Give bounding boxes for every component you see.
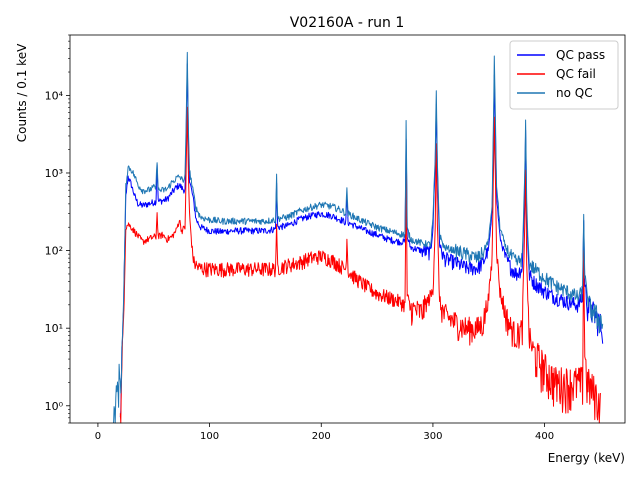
- y-axis-label: Counts / 0.1 keV: [15, 43, 29, 142]
- series-layer: [113, 51, 604, 424]
- series-line-no-qc: [113, 51, 604, 424]
- y-tick-label: 10⁴: [45, 89, 64, 102]
- legend-box: [509, 40, 619, 110]
- series-line-qc-fail: [119, 106, 601, 424]
- legend-label-no-qc: no QC: [556, 86, 593, 100]
- y-axis: 10⁰ 10¹ 10² 10³ 10⁴: [45, 34, 70, 424]
- x-tick-label: 0: [95, 431, 101, 442]
- series-line-qc-pass: [119, 63, 604, 418]
- x-tick-label: 100: [200, 431, 219, 442]
- x-tick-label: 300: [423, 431, 442, 442]
- x-axis: 0 100 200 300 400: [95, 423, 554, 442]
- x-tick-label: 400: [535, 431, 554, 442]
- x-tick-label: 200: [312, 431, 331, 442]
- y-tick-label: 10⁰: [45, 400, 64, 413]
- legend-label-qc-fail: QC fail: [556, 67, 596, 81]
- y-tick-label: 10²: [45, 245, 63, 258]
- chart-title: V02160A - run 1: [290, 15, 405, 31]
- legend: QC pass QC fail no QC: [509, 40, 619, 110]
- y-tick-label: 10³: [45, 167, 63, 180]
- x-axis-label: Energy (keV): [548, 451, 625, 465]
- plot-frame: [69, 34, 626, 424]
- legend-label-qc-pass: QC pass: [556, 48, 605, 62]
- y-tick-label: 10¹: [45, 322, 63, 335]
